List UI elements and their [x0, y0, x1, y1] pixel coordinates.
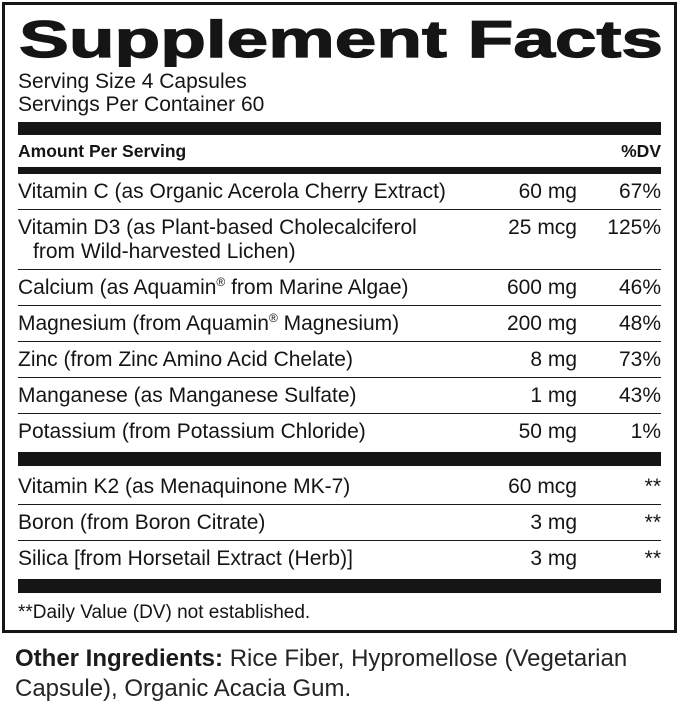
nutrient-name: Boron (from Boron Citrate): [18, 511, 266, 534]
nutrient-dv: 1%: [630, 420, 661, 443]
nutrient-row-vitamin-d3: Vitamin D3 (as Plant-based Cholecalcifer…: [18, 209, 661, 269]
nutrient-dv: **: [644, 475, 661, 498]
nutrient-amount: 50 mg: [518, 420, 577, 443]
daily-value-footnote: **Daily Value (DV) not established.: [18, 602, 311, 623]
nutrient-name: Vitamin D3 (as Plant-based Cholecalcifer…: [18, 216, 482, 264]
nutrient-dv: 67%: [618, 180, 661, 203]
nutrient-amount: 25 mcg: [508, 216, 577, 239]
supplement-facts-panel: Supplement Facts Serving Size 4 Capsules…: [2, 2, 677, 633]
nutrient-name-part: Magnesium): [277, 312, 400, 335]
serving-size-text: Serving Size 4 Capsules: [18, 70, 247, 93]
nutrient-name: Silica [from Horsetail Extract (Herb)]: [18, 547, 353, 570]
nutrient-row-vitamin-c: Vitamin C (as Organic Acerola Cherry Ext…: [18, 174, 661, 209]
registered-trademark-symbol: ®: [216, 275, 226, 289]
nutrient-name: Manganese (as Manganese Sulfate): [18, 384, 357, 407]
nutrient-amount: 3 mg: [530, 547, 577, 570]
nutrient-name: Vitamin C (as Organic Acerola Cherry Ext…: [18, 180, 446, 203]
nutrient-amount: 200 mg: [506, 312, 577, 335]
other-ingredients: Other Ingredients: Rice Fiber, Hypromell…: [15, 644, 643, 704]
thick-divider-bottom: [18, 579, 661, 593]
nutrient-row-zinc: Zinc (from Zinc Amino Acid Chelate) 8 mg…: [18, 341, 661, 377]
nutrient-dv: 48%: [618, 312, 661, 335]
nutrient-row-vitamin-k2: Vitamin K2 (as Menaquinone MK-7) 60 mcg …: [18, 469, 661, 504]
nutrient-name-part: Magnesium (from Aquamin: [18, 312, 269, 335]
nutrient-dv: 125%: [607, 216, 661, 239]
nutrient-dv: 43%: [618, 384, 661, 407]
nutrient-name: Calcium (as Aquamin® from Marine Algae): [18, 276, 482, 300]
nutrient-amount: 8 mg: [530, 348, 577, 371]
medium-divider: [18, 167, 661, 174]
nutrient-name-line2: from Wild-harvested Lichen): [33, 240, 296, 263]
servings-per-container-text: Servings Per Container 60: [18, 93, 265, 116]
nutrient-amount: 3 mg: [530, 511, 577, 534]
serving-info: Serving Size 4 Capsules Servings Per Con…: [18, 70, 661, 116]
nutrient-dv: **: [644, 511, 661, 534]
percent-dv-header: %DV: [621, 141, 661, 161]
nutrient-name-part: Calcium (as Aquamin: [18, 276, 217, 299]
nutrient-amount: 60 mcg: [508, 475, 577, 498]
nutrient-name-part: from Marine Algae): [225, 276, 409, 299]
nutrient-dv: 73%: [618, 348, 661, 371]
nutrient-row-potassium: Potassium (from Potassium Chloride) 50 m…: [18, 413, 661, 449]
nutrient-name: Zinc (from Zinc Amino Acid Chelate): [18, 348, 353, 371]
nutrient-row-boron: Boron (from Boron Citrate) 3 mg **: [18, 504, 661, 540]
nutrient-dv: **: [644, 547, 661, 570]
other-ingredients-label: Other Ingredients:: [15, 645, 224, 672]
nutrient-amount: 1 mg: [530, 384, 577, 407]
nutrient-amount: 600 mg: [506, 276, 577, 299]
nutrient-name: Magnesium (from Aquamin® Magnesium): [18, 312, 482, 336]
nutrient-row-manganese: Manganese (as Manganese Sulfate) 1 mg 43…: [18, 377, 661, 413]
thick-divider-top: [18, 122, 661, 135]
nutrient-group-secondary: Vitamin K2 (as Menaquinone MK-7) 60 mcg …: [18, 469, 661, 576]
page-title: Supplement Facts: [19, 12, 663, 67]
nutrient-name: Potassium (from Potassium Chloride): [18, 420, 366, 443]
other-ingredients-text: Rice Fiber, Hypromellose (Vegetarian Cap…: [15, 645, 628, 702]
nutrient-dv: 46%: [618, 276, 661, 299]
nutrient-group-primary: Vitamin C (as Organic Acerola Cherry Ext…: [18, 174, 661, 449]
nutrient-amount: 60 mg: [518, 180, 577, 203]
nutrient-name: Vitamin K2 (as Menaquinone MK-7): [18, 475, 351, 498]
thick-divider-middle: [18, 452, 661, 466]
supplement-facts-title: Supplement Facts: [18, 12, 663, 67]
nutrient-row-magnesium: Magnesium (from Aquamin® Magnesium) 200 …: [18, 305, 661, 341]
amount-per-serving-header: Amount Per Serving: [18, 141, 187, 161]
nutrient-row-calcium: Calcium (as Aquamin® from Marine Algae) …: [18, 269, 661, 305]
registered-trademark-symbol: ®: [268, 311, 278, 325]
column-header-row: Amount Per Serving %DV: [18, 135, 661, 167]
nutrient-name-line1: Vitamin D3 (as Plant-based Cholecalcifer…: [18, 216, 417, 239]
nutrient-row-silica: Silica [from Horsetail Extract (Herb)] 3…: [18, 540, 661, 576]
